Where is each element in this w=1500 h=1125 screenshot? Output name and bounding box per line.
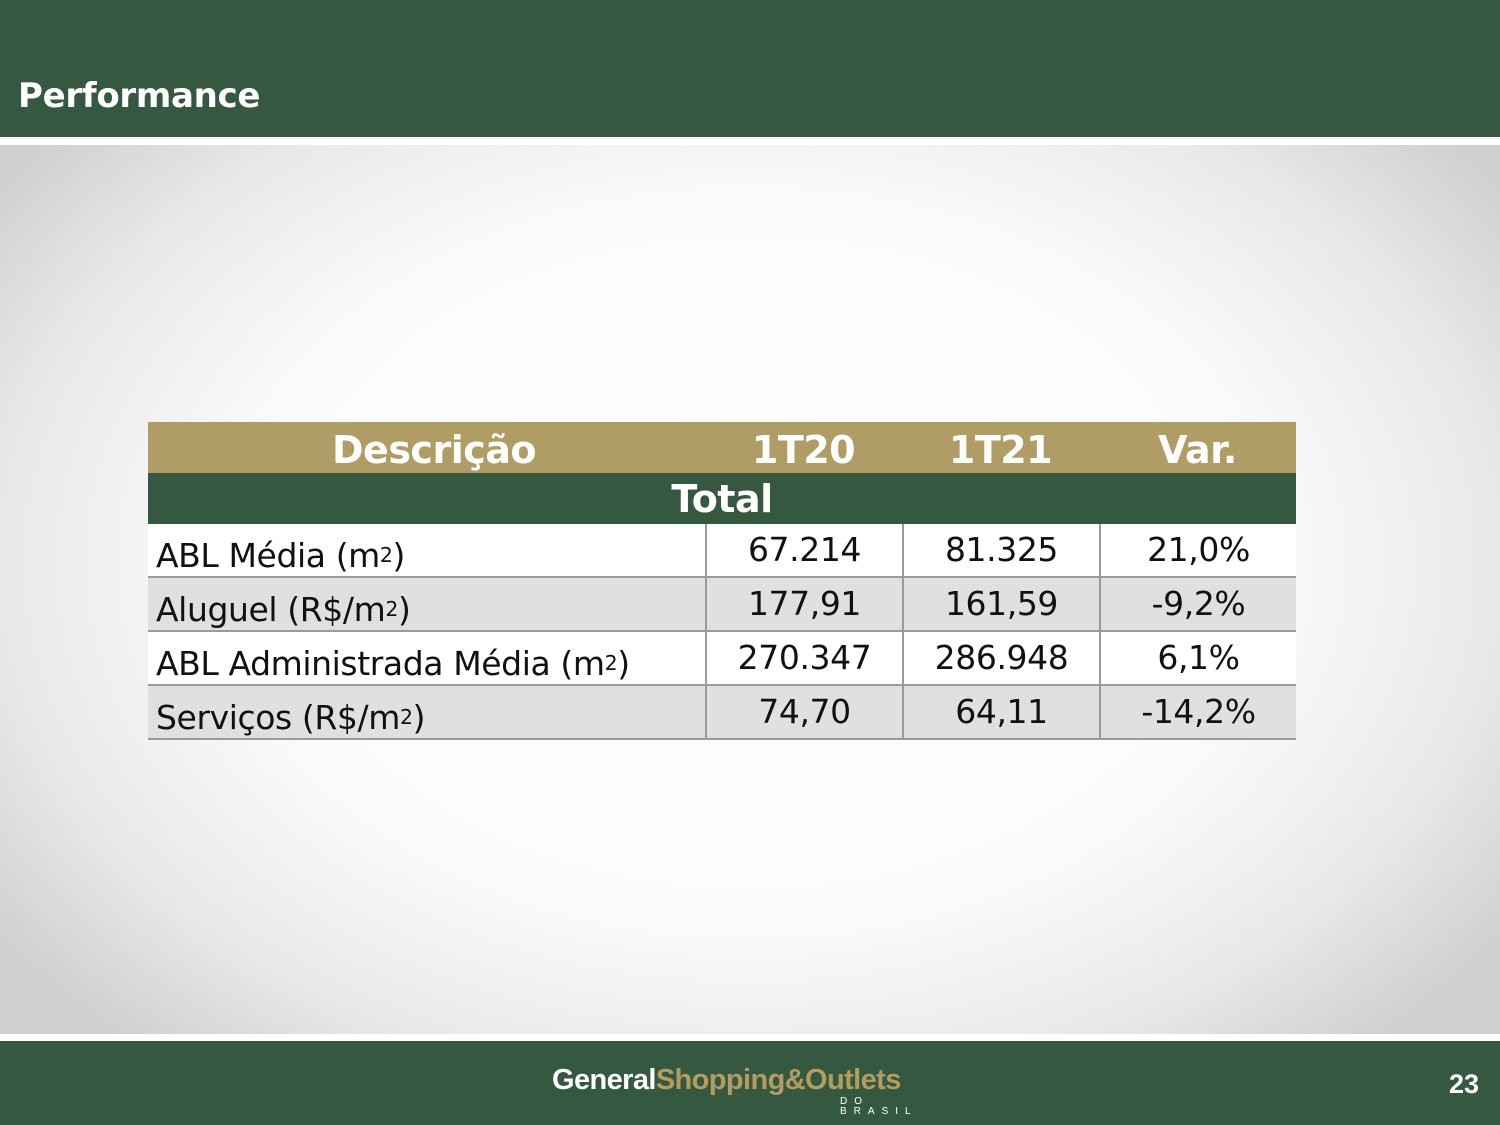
- cell-var: 6,1%: [1099, 632, 1296, 684]
- row-label: ABL Média (m 2): [156, 535, 406, 575]
- column-header-1t21: 1T21: [948, 427, 1053, 472]
- table-row: ABL Média (m 2) 67.214 81.325 21,0%: [148, 524, 1296, 578]
- row-label: Serviços (R$/m 2): [156, 697, 426, 737]
- cell-var: -14,2%: [1099, 686, 1296, 738]
- page-title: Performance: [18, 76, 261, 116]
- table-row: Aluguel (R$/m 2) 177,91 161,59 -9,2%: [148, 578, 1296, 632]
- footer-divider: [0, 1034, 1500, 1041]
- footer-bar: [0, 1041, 1500, 1125]
- header-divider: [0, 137, 1500, 145]
- column-header-descricao: Descrição: [332, 427, 537, 472]
- cell-1t21: 81.325: [902, 524, 1099, 576]
- page-number: 23: [1449, 1069, 1480, 1099]
- table-header-row: Descrição 1T20 1T21 Var.: [148, 422, 1296, 473]
- row-label: ABL Administrada Média (m 2): [156, 643, 630, 683]
- cell-var: 21,0%: [1099, 524, 1296, 576]
- column-header-1t20: 1T20: [751, 427, 856, 472]
- table-row: Serviços (R$/m 2) 74,70 64,11 -14,2%: [148, 686, 1296, 740]
- section-label: Total: [671, 476, 773, 521]
- cell-var: -9,2%: [1099, 578, 1296, 630]
- table-row: ABL Administrada Média (m 2) 270.347 286.…: [148, 632, 1296, 686]
- header-bar: [0, 0, 1500, 137]
- column-header-var: Var.: [1158, 427, 1237, 472]
- cell-1t21: 161,59: [902, 578, 1099, 630]
- cell-1t20: 74,70: [705, 686, 902, 738]
- cell-1t20: 270.347: [705, 632, 902, 684]
- section-row-total: Total: [148, 473, 1296, 524]
- performance-table: Descrição 1T20 1T21 Var. Total ABL Média…: [148, 422, 1296, 740]
- cell-1t21: 64,11: [902, 686, 1099, 738]
- cell-1t21: 286.948: [902, 632, 1099, 684]
- company-logo: GeneralShopping&Outlets DO BRASIL: [552, 1063, 952, 1117]
- cell-1t20: 177,91: [705, 578, 902, 630]
- logo-subtitle: DO BRASIL: [840, 1096, 918, 1117]
- logo-wordmark: GeneralShopping&Outlets: [552, 1064, 901, 1096]
- cell-1t20: 67.214: [705, 524, 902, 576]
- row-label: Aluguel (R$/m 2): [156, 589, 411, 629]
